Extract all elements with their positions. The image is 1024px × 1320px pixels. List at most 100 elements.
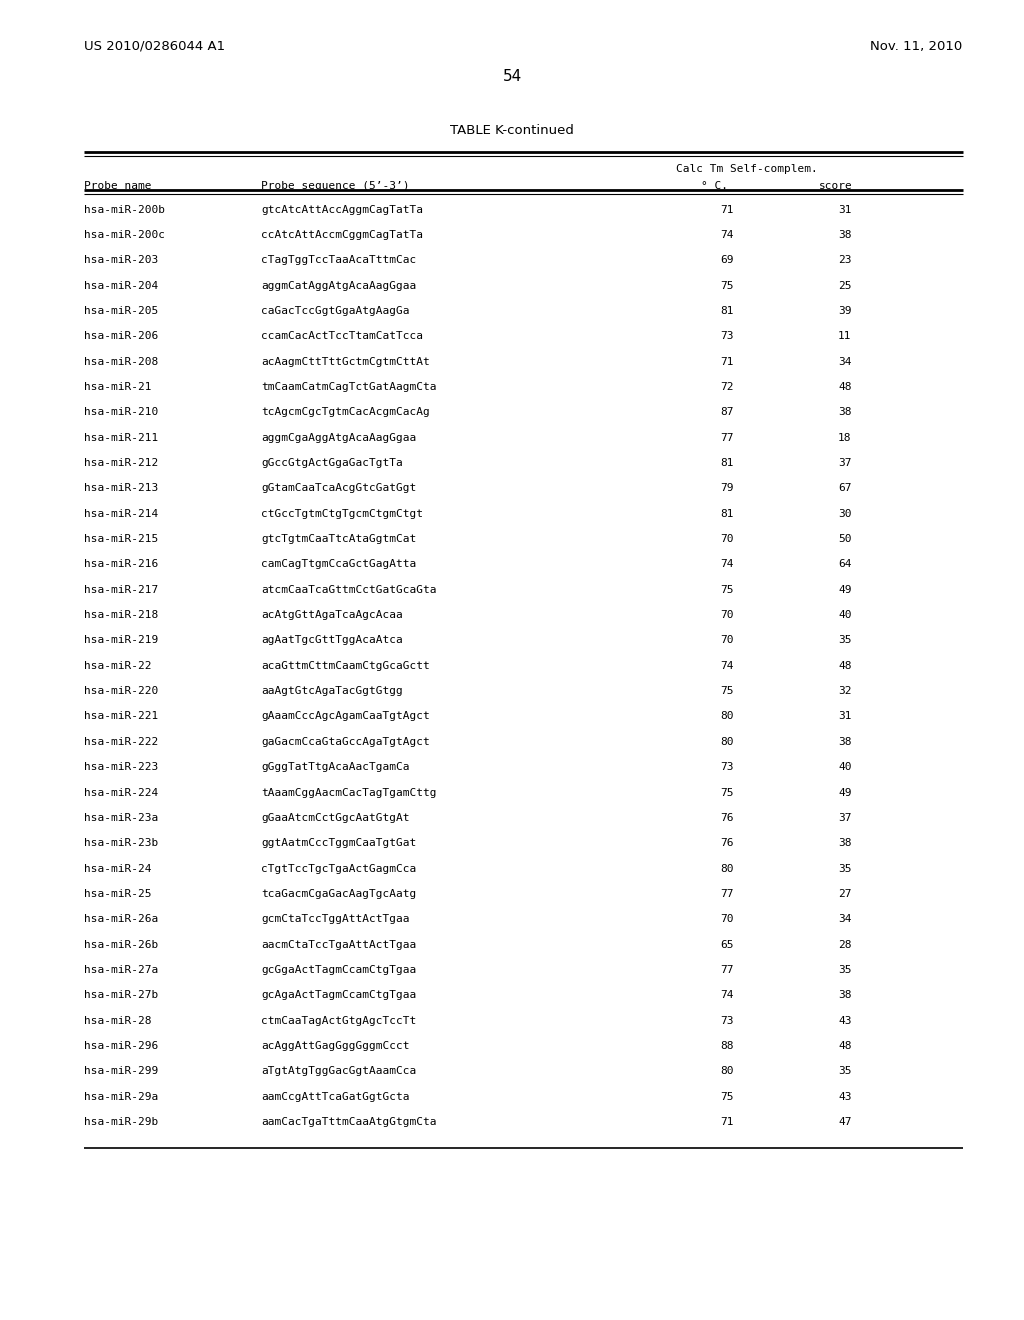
Text: atcmCaaTcaGttmCctGatGcaGta: atcmCaaTcaGttmCctGatGcaGta — [261, 585, 436, 595]
Text: 71: 71 — [720, 205, 734, 215]
Text: gcmCtaTccTggAttActTgaa: gcmCtaTccTggAttActTgaa — [261, 915, 410, 924]
Text: 79: 79 — [720, 483, 734, 494]
Text: 73: 73 — [720, 331, 734, 342]
Text: hsa-miR-220: hsa-miR-220 — [84, 686, 159, 696]
Text: gtcAtcAttAccAggmCagTatTa: gtcAtcAttAccAggmCagTatTa — [261, 205, 423, 215]
Text: hsa-miR-203: hsa-miR-203 — [84, 255, 159, 265]
Text: 35: 35 — [838, 863, 852, 874]
Text: hsa-miR-200c: hsa-miR-200c — [84, 230, 165, 240]
Text: 31: 31 — [838, 205, 852, 215]
Text: 74: 74 — [720, 661, 734, 671]
Text: 40: 40 — [838, 610, 852, 620]
Text: acAggAttGagGggGggmCcct: acAggAttGagGggGggmCcct — [261, 1041, 410, 1051]
Text: 71: 71 — [720, 356, 734, 367]
Text: hsa-miR-217: hsa-miR-217 — [84, 585, 159, 595]
Text: gcAgaActTagmCcamCtgTgaa: gcAgaActTagmCcamCtgTgaa — [261, 990, 417, 1001]
Text: hsa-miR-22: hsa-miR-22 — [84, 661, 152, 671]
Text: acaGttmCttmCaamCtgGcaGctt: acaGttmCttmCaamCtgGcaGctt — [261, 661, 430, 671]
Text: 38: 38 — [838, 737, 852, 747]
Text: hsa-miR-219: hsa-miR-219 — [84, 635, 159, 645]
Text: 71: 71 — [720, 1117, 734, 1127]
Text: cTgtTccTgcTgaActGagmCca: cTgtTccTgcTgaActGagmCca — [261, 863, 417, 874]
Text: 48: 48 — [838, 381, 852, 392]
Text: gGggTatTtgAcaAacTgamCa: gGggTatTtgAcaAacTgamCa — [261, 762, 410, 772]
Text: tmCaamCatmCagTctGatAagmCta: tmCaamCatmCagTctGatAagmCta — [261, 381, 436, 392]
Text: hsa-miR-214: hsa-miR-214 — [84, 508, 159, 519]
Text: hsa-miR-299: hsa-miR-299 — [84, 1067, 159, 1076]
Text: 76: 76 — [720, 813, 734, 822]
Text: 39: 39 — [838, 306, 852, 315]
Text: 43: 43 — [838, 1092, 852, 1102]
Text: 37: 37 — [838, 458, 852, 469]
Text: caGacTccGgtGgaAtgAagGa: caGacTccGgtGgaAtgAagGa — [261, 306, 410, 315]
Text: 64: 64 — [838, 560, 852, 569]
Text: 28: 28 — [838, 940, 852, 949]
Text: hsa-miR-221: hsa-miR-221 — [84, 711, 159, 722]
Text: 75: 75 — [720, 686, 734, 696]
Text: 11: 11 — [838, 331, 852, 342]
Text: 23: 23 — [838, 255, 852, 265]
Text: 18: 18 — [838, 433, 852, 442]
Text: 72: 72 — [720, 381, 734, 392]
Text: 35: 35 — [838, 1067, 852, 1076]
Text: hsa-miR-205: hsa-miR-205 — [84, 306, 159, 315]
Text: 80: 80 — [720, 711, 734, 722]
Text: tcAgcmCgcTgtmCacAcgmCacAg: tcAgcmCgcTgtmCacAcgmCacAg — [261, 408, 430, 417]
Text: hsa-miR-23b: hsa-miR-23b — [84, 838, 159, 849]
Text: hsa-miR-211: hsa-miR-211 — [84, 433, 159, 442]
Text: hsa-miR-208: hsa-miR-208 — [84, 356, 159, 367]
Text: acAtgGttAgaTcaAgcAcaa: acAtgGttAgaTcaAgcAcaa — [261, 610, 402, 620]
Text: 34: 34 — [838, 915, 852, 924]
Text: 74: 74 — [720, 230, 734, 240]
Text: 75: 75 — [720, 585, 734, 595]
Text: 81: 81 — [720, 508, 734, 519]
Text: gaGacmCcaGtaGccAgaTgtAgct: gaGacmCcaGtaGccAgaTgtAgct — [261, 737, 430, 747]
Text: 43: 43 — [838, 1015, 852, 1026]
Text: tAaamCggAacmCacTagTgamCttg: tAaamCggAacmCacTagTgamCttg — [261, 788, 436, 797]
Text: aaAgtGtcAgaTacGgtGtgg: aaAgtGtcAgaTacGgtGtgg — [261, 686, 402, 696]
Text: 77: 77 — [720, 888, 734, 899]
Text: 37: 37 — [838, 813, 852, 822]
Text: 65: 65 — [720, 940, 734, 949]
Text: Nov. 11, 2010: Nov. 11, 2010 — [870, 40, 963, 53]
Text: gcGgaActTagmCcamCtgTgaa: gcGgaActTagmCcamCtgTgaa — [261, 965, 417, 975]
Text: Probe sequence (5’-3’): Probe sequence (5’-3’) — [261, 181, 410, 191]
Text: 35: 35 — [838, 635, 852, 645]
Text: aacmCtaTccTgaAttActTgaa: aacmCtaTccTgaAttActTgaa — [261, 940, 417, 949]
Text: hsa-miR-27a: hsa-miR-27a — [84, 965, 159, 975]
Text: 76: 76 — [720, 838, 734, 849]
Text: 75: 75 — [720, 1092, 734, 1102]
Text: hsa-miR-218: hsa-miR-218 — [84, 610, 159, 620]
Text: gAaamCccAgcAgamCaaTgtAgct: gAaamCccAgcAgamCaaTgtAgct — [261, 711, 430, 722]
Text: 38: 38 — [838, 408, 852, 417]
Text: 32: 32 — [838, 686, 852, 696]
Text: hsa-miR-206: hsa-miR-206 — [84, 331, 159, 342]
Text: 54: 54 — [503, 69, 521, 83]
Text: gGaaAtcmCctGgcAatGtgAt: gGaaAtcmCctGgcAatGtgAt — [261, 813, 410, 822]
Text: hsa-miR-296: hsa-miR-296 — [84, 1041, 159, 1051]
Text: hsa-miR-26b: hsa-miR-26b — [84, 940, 159, 949]
Text: hsa-miR-200b: hsa-miR-200b — [84, 205, 165, 215]
Text: 35: 35 — [838, 965, 852, 975]
Text: hsa-miR-29a: hsa-miR-29a — [84, 1092, 159, 1102]
Text: 75: 75 — [720, 788, 734, 797]
Text: 77: 77 — [720, 433, 734, 442]
Text: aggmCatAggAtgAcaAagGgaa: aggmCatAggAtgAcaAagGgaa — [261, 281, 417, 290]
Text: 31: 31 — [838, 711, 852, 722]
Text: Calc Tm Self-complem.: Calc Tm Self-complem. — [676, 164, 817, 174]
Text: 77: 77 — [720, 965, 734, 975]
Text: ° C.: ° C. — [701, 181, 728, 191]
Text: hsa-miR-210: hsa-miR-210 — [84, 408, 159, 417]
Text: gGccGtgActGgaGacTgtTa: gGccGtgActGgaGacTgtTa — [261, 458, 402, 469]
Text: hsa-miR-21: hsa-miR-21 — [84, 381, 152, 392]
Text: 48: 48 — [838, 1041, 852, 1051]
Text: TABLE K-continued: TABLE K-continued — [451, 124, 573, 137]
Text: hsa-miR-26a: hsa-miR-26a — [84, 915, 159, 924]
Text: aamCcgAttTcaGatGgtGcta: aamCcgAttTcaGatGgtGcta — [261, 1092, 410, 1102]
Text: aTgtAtgTggGacGgtAaamCca: aTgtAtgTggGacGgtAaamCca — [261, 1067, 417, 1076]
Text: 34: 34 — [838, 356, 852, 367]
Text: hsa-miR-204: hsa-miR-204 — [84, 281, 159, 290]
Text: 70: 70 — [720, 915, 734, 924]
Text: 80: 80 — [720, 863, 734, 874]
Text: 47: 47 — [838, 1117, 852, 1127]
